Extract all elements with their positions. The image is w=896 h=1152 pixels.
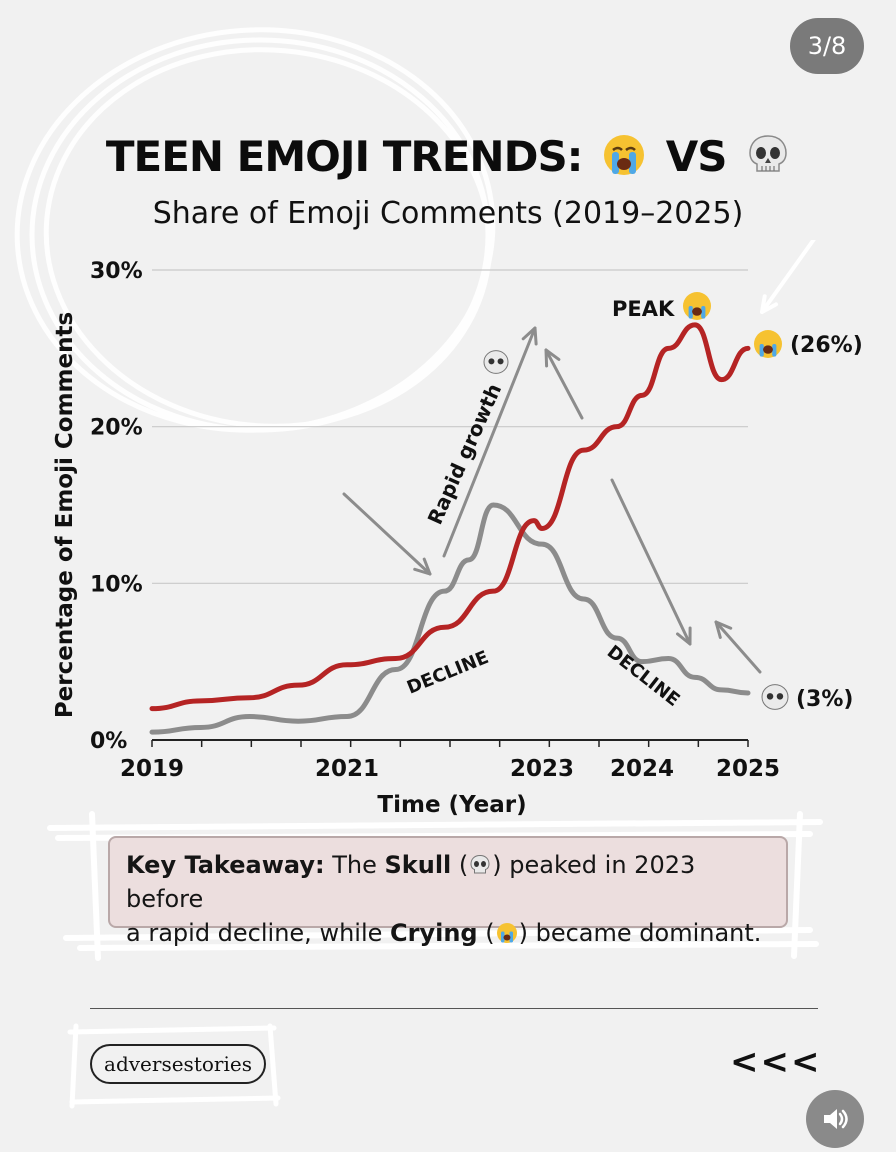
brand-link[interactable]: adversestories [90,1044,266,1084]
title-text: TEEN EMOJI TRENDS: [105,132,584,181]
crying-face-icon-tear [759,344,764,357]
arrow-annotation-head [676,626,692,646]
y-tick-label: 30% [90,259,143,284]
takeaway-crying-word: Crying [390,919,478,947]
arrow-annotation [760,240,816,314]
crying-face-icon-mouth [763,345,773,354]
crying-end-label: (26%) [790,333,863,358]
skull-icon [470,854,490,874]
arrow-annotation [714,620,762,674]
y-tick-label: 10% [90,572,143,597]
arrow-annotation [544,348,584,420]
arrow-annotation-head [760,294,779,314]
key-takeaway-box: Key Takeaway: The Skull () peaked in 202… [108,836,788,947]
takeaway-text: ) became dominant. [518,919,762,947]
takeaway-text: ( [451,851,469,879]
x-tick-label: 2024 [610,756,674,782]
arrow-annotation [610,478,692,646]
takeaway-skull-word: Skull [384,851,452,879]
arrow-annotation-head [544,348,561,368]
skull-icon-eye [776,693,784,700]
skull-end-label: (3%) [796,687,853,712]
scribble-circle-annotation [14,27,496,433]
crying-face-icon [496,923,517,943]
crying-face-icon-mouth [692,307,702,316]
arrow-annotation [442,326,537,558]
x-tick-label: 2025 [716,756,780,782]
line-chart: 0% 10% 20% 30% 2019 2021 2023 2024 2025 Time (Yea… [52,240,863,818]
takeaway-text: a rapid decline, while [126,919,391,947]
takeaway-text: ) peaked in 2023 before [126,851,696,913]
takeaway-label: Key Takeaway: [126,851,325,879]
y-tick-label: 20% [90,416,143,441]
audio-button[interactable] [806,1090,864,1148]
arrow-annotation [342,492,432,576]
speaker-icon [824,1109,848,1129]
crying-face-icon [604,135,645,175]
scribble-brand-annotation [67,1023,281,1109]
title-vs: VS [665,132,728,181]
skull-icon-eye [488,358,495,365]
x-axis-title: Time (Year) [377,792,526,818]
skull-icon-eye [766,693,774,700]
crying-face-icon-tear [701,306,706,319]
y-axis-title: Percentage of Emoji Comments [52,312,78,718]
divider [90,1008,818,1009]
skull-icon [749,135,787,172]
chart-subtitle: Share of Emoji Comments (2019–2025) [152,196,744,231]
x-tick-label: 2019 [120,756,184,782]
back-arrows[interactable]: <<< [730,1042,822,1082]
peak-label: PEAK [612,297,675,321]
y-tick-label: 0% [90,729,127,754]
skull-icon-eye [497,358,504,365]
decline-label: DECLINE [603,641,684,710]
chart-title: TEEN EMOJI TRENDS: VS [0,132,896,181]
takeaway-text: ( [477,919,495,947]
takeaway-text: The [324,851,385,879]
skull-icon [483,350,509,374]
arrow-annotation-head [521,326,538,346]
x-tick-label: 2023 [510,756,574,782]
decline-label: DECLINE [404,647,492,699]
page-counter: 3/8 [790,18,864,74]
arrow-annotation-head [714,620,733,639]
arrow-annotation-head [413,557,432,576]
series-line-crying [149,322,751,712]
x-tick-label: 2021 [315,756,379,782]
crying-face-icon-tear [688,306,693,319]
crying-face-icon-tear [772,344,777,357]
skull-icon [761,684,789,710]
